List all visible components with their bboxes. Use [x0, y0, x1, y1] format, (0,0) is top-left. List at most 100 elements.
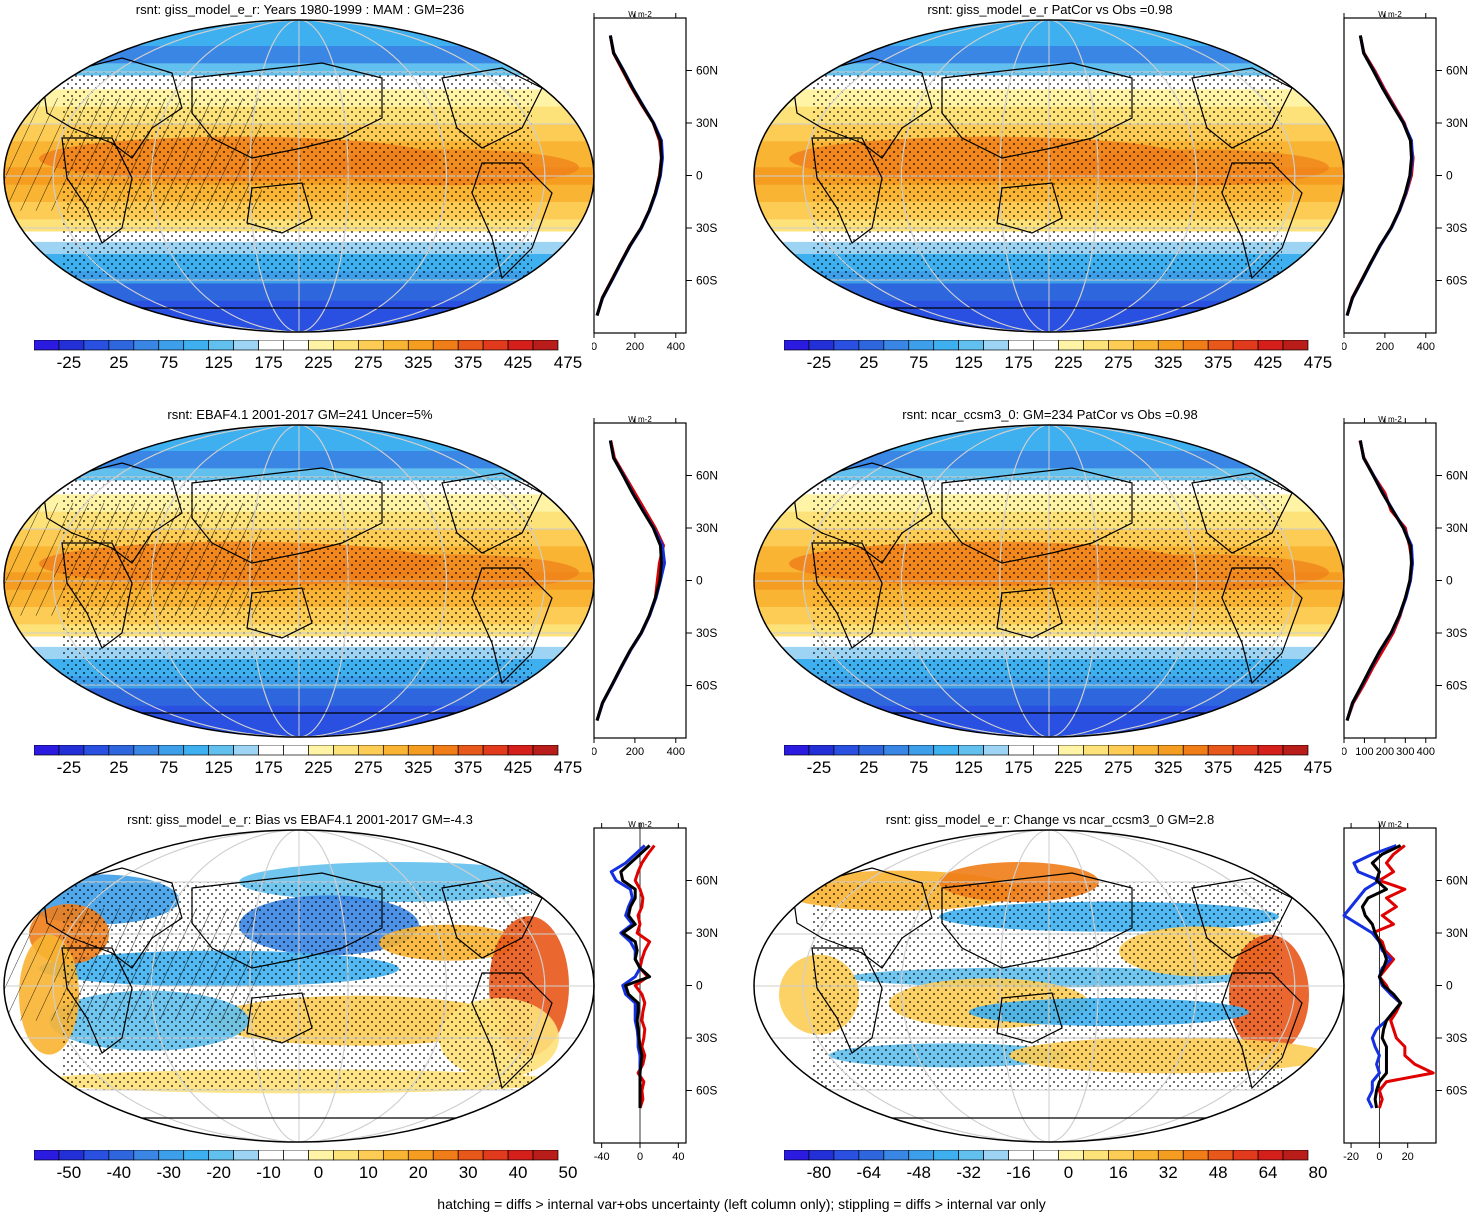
colorbar-swatch — [258, 1150, 284, 1161]
lat-tick-label: 30S — [696, 1031, 717, 1045]
colorbar-swatch — [958, 1150, 984, 1161]
colorbar-tick-label: -50 — [56, 1163, 82, 1182]
colorbar-tick-label: 325 — [1154, 758, 1183, 777]
world-map — [753, 829, 1345, 1143]
colorbar-swatch — [808, 745, 835, 756]
colorbar-swatch — [457, 745, 484, 756]
colorbar-swatch — [108, 1150, 135, 1161]
panel-model-climatology: rsnt: giss_model_e_r: Years 1980-1999 : … — [0, 0, 742, 400]
colorbar-tick-label: -80 — [806, 1163, 832, 1182]
colorbar-swatch — [1182, 1150, 1209, 1161]
panel-title: rsnt: giss_model_e_r: Years 1980-1999 : … — [135, 2, 465, 17]
x-tick-label: 0 — [1376, 1151, 1382, 1163]
lat-tick-label: 0 — [1446, 574, 1453, 588]
colorbar-swatch — [258, 340, 284, 351]
colorbar-swatch — [407, 340, 434, 351]
lat-band — [4, 300, 594, 332]
continent-outline — [41, 867, 183, 969]
colorbar-tick-label: 275 — [354, 353, 383, 372]
x-tick-label: 0 — [637, 1151, 643, 1163]
colorbar-swatch — [1033, 1150, 1059, 1161]
zonal-series-line — [595, 440, 666, 721]
colorbar-swatch — [283, 1150, 309, 1161]
lat-tick-label: 60N — [696, 64, 718, 78]
colorbar-swatch — [333, 1150, 359, 1161]
colorbar-swatch — [1282, 340, 1309, 351]
colorbar-swatch — [457, 340, 484, 351]
continent-outline — [441, 472, 543, 554]
colorbar-swatch — [532, 340, 559, 351]
colorbar-tick-label: 20 — [408, 1163, 428, 1182]
unit-label: W m-2 — [1378, 415, 1402, 424]
colorbar-swatch — [933, 745, 960, 756]
zonal-mean-plot: 60N 30N 0 30S 60S 0 200 400 W m-2 — [592, 415, 718, 758]
colorbar-swatch — [482, 340, 509, 351]
colorbar-tick-label: -25 — [56, 758, 82, 777]
lat-tick-label: 30S — [1446, 1031, 1467, 1045]
colorbar-swatch — [1008, 745, 1034, 756]
x-tick-label: -20 — [1343, 1151, 1359, 1163]
colorbar-swatch — [1108, 745, 1134, 756]
panel-title: rsnt: giss_model_e_r PatCor vs Obs =0.98 — [927, 2, 1173, 17]
lat-band — [4, 283, 594, 302]
zonal-series-line — [595, 440, 667, 721]
colorbar-tick-label: 25 — [109, 758, 129, 777]
colorbar-swatch — [308, 745, 334, 756]
unit-label: W m-2 — [628, 820, 652, 829]
zonal-series-line — [1360, 844, 1403, 1109]
zonal-series-line — [1345, 35, 1415, 316]
continent-outline — [941, 467, 1133, 564]
colorbar-tick-label: 64 — [1258, 1163, 1278, 1182]
zonal-series-line — [595, 440, 663, 721]
colorbar-swatch — [482, 745, 509, 756]
lat-band — [4, 425, 594, 452]
colorbar-tick-label: 48 — [1208, 1163, 1228, 1182]
colorbar-swatch — [1232, 745, 1259, 756]
world-map — [753, 424, 1345, 738]
colorbar-swatch — [1132, 340, 1159, 351]
colorbar-tick-label: 25 — [859, 353, 879, 372]
colorbar-swatch — [1083, 745, 1109, 756]
lat-band — [754, 451, 1344, 470]
colorbar-swatch — [983, 1150, 1009, 1161]
colorbar-tick-label: 50 — [558, 1163, 578, 1182]
colorbar-tick-label: 80 — [1308, 1163, 1328, 1182]
colorbar-tick-label: 475 — [1303, 758, 1333, 777]
colorbar-tick-label: -25 — [806, 758, 832, 777]
continent-outline — [941, 872, 1133, 969]
x-tick-label: 200 — [626, 341, 644, 353]
zonal-series-line — [595, 35, 664, 316]
colorbar-swatch — [1058, 340, 1084, 351]
x-tick-label: 40 — [672, 1151, 684, 1163]
colorbar-swatch — [358, 745, 384, 756]
colorbar-tick-label: -32 — [956, 1163, 981, 1182]
continent-outline — [191, 62, 383, 159]
zonal-series-line — [595, 35, 663, 316]
continent-outline — [191, 467, 383, 564]
colorbar-swatch — [784, 745, 810, 756]
colorbar-swatch — [1257, 1150, 1284, 1161]
colorbar-swatch — [1108, 1150, 1134, 1161]
lat-band — [4, 46, 594, 65]
colorbar-swatch — [233, 340, 259, 351]
colorbar-swatch — [1207, 340, 1234, 351]
colorbar-tick-label: 0 — [313, 1163, 324, 1182]
colorbar-swatch — [532, 1150, 559, 1161]
colorbar-swatch — [1232, 1150, 1259, 1161]
colorbar-tick-label: 175 — [254, 758, 283, 777]
colorbar-swatch — [283, 340, 309, 351]
continent-outline — [191, 872, 383, 969]
colorbar-swatch — [1182, 340, 1209, 351]
colorbar-swatch — [983, 745, 1009, 756]
colorbar-swatch — [1157, 340, 1184, 351]
colorbar-swatch — [858, 745, 885, 756]
colorbar-tick-label: 10 — [358, 1163, 378, 1182]
colorbar-swatch — [532, 745, 559, 756]
continent-outline — [471, 162, 553, 280]
continent-outline — [1221, 972, 1303, 1090]
continent-outline — [41, 57, 183, 159]
colorbar-swatch — [1132, 745, 1159, 756]
lat-band — [4, 688, 594, 707]
colorbar-tick-label: 40 — [508, 1163, 528, 1182]
colorbar-swatch — [108, 745, 135, 756]
